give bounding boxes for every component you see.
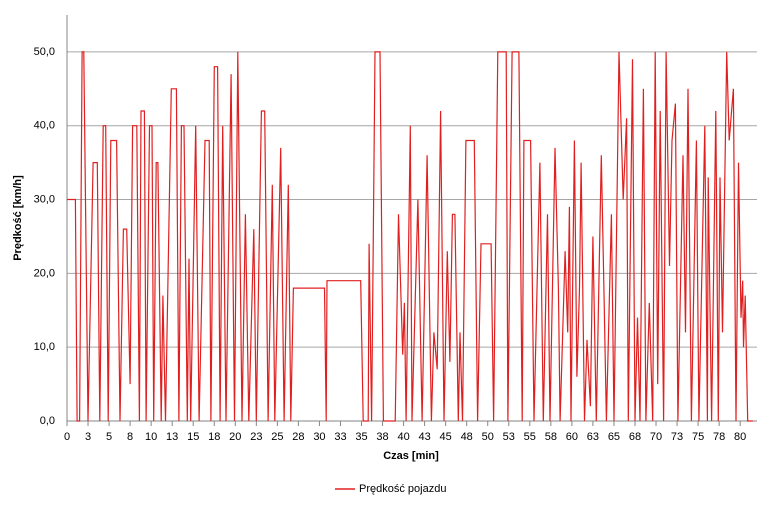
x-tick-label: 30 <box>313 431 325 443</box>
y-tick-label: 40,0 <box>34 120 55 132</box>
x-tick-label: 63 <box>587 431 599 443</box>
x-tick-label: 25 <box>271 431 283 443</box>
x-tick-label: 40 <box>397 431 409 443</box>
x-tick-label: 13 <box>166 431 178 443</box>
x-tick-label: 8 <box>127 431 133 443</box>
x-tick-label: 75 <box>692 431 704 443</box>
x-tick-label: 38 <box>376 431 388 443</box>
y-tick-label: 20,0 <box>34 267 55 279</box>
x-tick-label: 20 <box>229 431 241 443</box>
legend-label: Prędkość pojazdu <box>359 483 446 495</box>
x-tick-label: 0 <box>64 431 70 443</box>
series-line <box>67 51 753 422</box>
y-tick-label: 0,0 <box>40 415 55 427</box>
x-tick-label: 60 <box>566 431 578 443</box>
x-tick-label: 80 <box>734 431 746 443</box>
x-tick-label: 5 <box>106 431 112 443</box>
x-tick-label: 35 <box>355 431 367 443</box>
x-tick-label: 55 <box>524 431 536 443</box>
x-tick-label: 45 <box>440 431 452 443</box>
y-tick-label: 30,0 <box>34 193 55 205</box>
y-tick-label: 10,0 <box>34 341 55 353</box>
x-axis-title: Czas [min] <box>383 450 439 462</box>
x-tick-label: 78 <box>713 431 725 443</box>
x-tick-label: 43 <box>418 431 430 443</box>
x-tick-label: 10 <box>145 431 157 443</box>
x-tick-label: 58 <box>545 431 557 443</box>
y-tick-label: 50,0 <box>34 46 55 58</box>
x-tick-label: 28 <box>292 431 304 443</box>
y-axis-title: Prędkość [km/h] <box>12 175 24 261</box>
x-tick-label: 23 <box>250 431 262 443</box>
x-tick-label: 73 <box>671 431 683 443</box>
x-tick-label: 18 <box>208 431 220 443</box>
x-tick-label: 15 <box>187 431 199 443</box>
x-tick-label: 70 <box>650 431 662 443</box>
x-tick-label: 68 <box>629 431 641 443</box>
x-tick-label: 50 <box>482 431 494 443</box>
x-tick-label: 33 <box>334 431 346 443</box>
x-tick-label: 65 <box>608 431 620 443</box>
x-tick-label: 48 <box>461 431 473 443</box>
x-tick-label: 53 <box>503 431 515 443</box>
x-tick-label: 3 <box>85 431 91 443</box>
